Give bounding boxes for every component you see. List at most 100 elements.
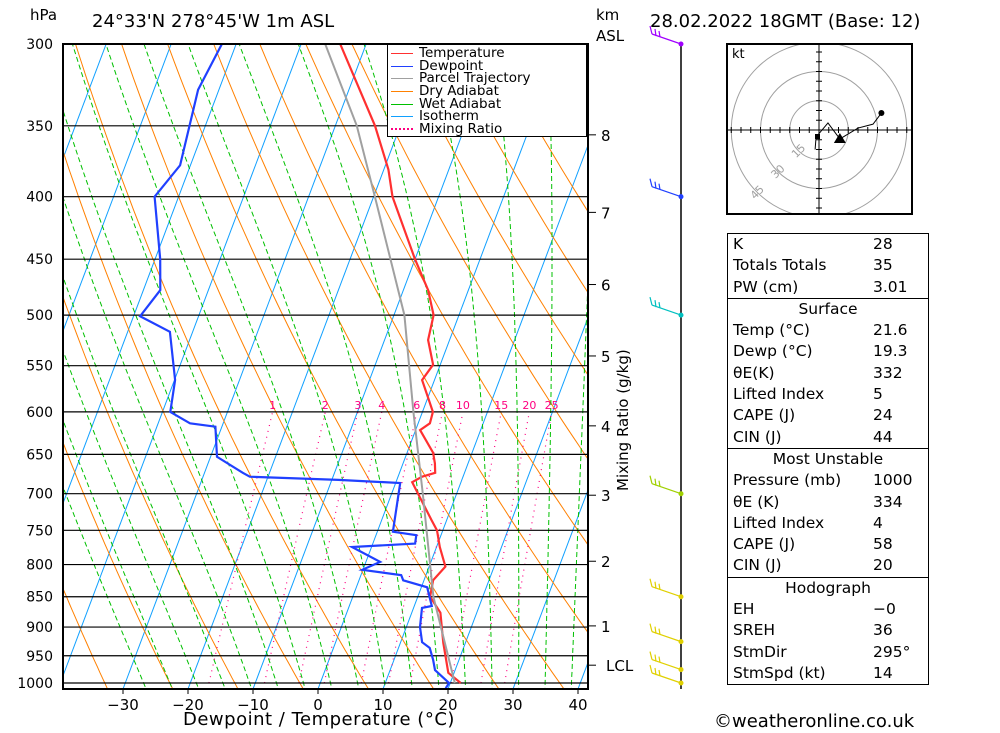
dry-adiabat-line <box>63 441 174 689</box>
km-tick-label: LCL <box>606 657 634 675</box>
legend-label: Wet Adiabat <box>419 95 502 112</box>
dry-adiabat-line <box>259 44 588 634</box>
mixing-ratio-label: 2 <box>322 399 329 412</box>
wet-adiabat-line <box>363 44 467 689</box>
mixing-ratio-label: 1 <box>269 399 276 412</box>
pressure-tick-label: 450 <box>26 252 53 268</box>
height-axis: 8 7 6 5 4 3 2 1 LCL <box>588 25 684 689</box>
km-tick-label: 1 <box>601 618 611 636</box>
indices-top-section: K 28 Totals Totals 35 PW (cm) 3.01 <box>728 234 928 298</box>
wet-adiabat-line <box>187 44 387 689</box>
x-tick-label: 30 <box>503 696 522 714</box>
mixing-ratio-line <box>504 411 553 684</box>
km-tick-label: 3 <box>601 487 611 505</box>
dry-adiabat-line <box>397 44 588 376</box>
dry-adiabat-line <box>63 295 239 689</box>
index-value: 295° <box>873 642 911 661</box>
wind-barb-icon <box>649 178 682 198</box>
wind-barb-icon <box>649 651 682 671</box>
mixing-ratio-label: 25 <box>545 399 559 412</box>
index-row: SREH 36 <box>728 620 928 641</box>
legend-swatch-icon <box>391 78 413 80</box>
index-row: Temp (°C) 21.6 <box>728 320 928 341</box>
pressure-tick-label: 700 <box>26 487 53 503</box>
wind-barb-icon <box>649 25 682 45</box>
pressure-tick-label: 750 <box>26 523 53 539</box>
asl-label: ASL <box>596 27 625 45</box>
datetime-title: 28.02.2022 18GMT (Base: 12) <box>650 11 921 32</box>
index-row: Totals Totals 35 <box>728 255 928 276</box>
km-tick-label: 2 <box>601 553 611 571</box>
mixing-ratio-axis-label: Mixing Ratio (g/kg) <box>614 349 632 491</box>
wet-adiabat-line <box>430 44 493 689</box>
x-tick-label: −30 <box>107 696 139 714</box>
wind-barb-icon <box>649 296 682 316</box>
km-tick-label: 5 <box>601 348 611 366</box>
index-row: StmSpd (kt) 14 <box>728 663 928 684</box>
km-tick-label: 4 <box>601 418 611 436</box>
index-value: 1000 <box>873 471 913 490</box>
index-value: 58 <box>873 535 893 554</box>
dry-adiabat-line <box>305 44 588 546</box>
mixing-ratio-label: 15 <box>494 399 508 412</box>
index-value: 44 <box>873 427 893 446</box>
wind-barb-icon <box>649 578 682 598</box>
km-tick-label: 7 <box>601 204 611 222</box>
legend-item: Temperature <box>388 46 586 60</box>
wind-barb-icon <box>649 623 682 643</box>
x-tick-label: 10 <box>373 696 392 714</box>
wet-adiabat-line <box>143 44 360 689</box>
legend-item: Mixing Ratio <box>388 123 586 136</box>
storm-motion-marker <box>833 132 846 143</box>
legend-label: Isotherm <box>419 108 479 125</box>
wet-adiabat-line <box>63 275 226 689</box>
pressure-tick-label: 600 <box>26 405 53 421</box>
index-value: 24 <box>873 406 893 425</box>
wet-adiabat-line <box>105 44 333 689</box>
hodograph-heading: Hodograph <box>785 578 871 597</box>
legend-item: Dry Adiabat <box>388 84 586 98</box>
isotherm-line <box>447 316 588 689</box>
index-row: PW (cm) 3.01 <box>728 277 928 298</box>
pressure-tick-label: 800 <box>26 558 53 574</box>
pressure-tick-label: 400 <box>26 190 53 206</box>
pressure-tick-label: 950 <box>26 649 53 665</box>
index-label: SREH <box>733 621 776 640</box>
index-label: CAPE (J) <box>733 535 796 554</box>
dry-adiabat-line <box>937 26 1000 709</box>
temperature-profile-line <box>339 44 462 684</box>
index-label: PW (cm) <box>733 277 799 296</box>
index-label: K <box>733 235 744 253</box>
index-label: θE (K) <box>733 492 780 511</box>
x-tick-label: −10 <box>237 696 269 714</box>
pressure-tick-label: 500 <box>26 308 53 324</box>
index-label: θE(K) <box>733 363 775 382</box>
profiles <box>138 44 462 689</box>
dry-adiabat-line <box>213 44 565 689</box>
x-tick-label: −20 <box>172 696 204 714</box>
wet-adiabat-line <box>63 108 279 689</box>
wet-adiabat-line <box>238 44 413 689</box>
index-label: CAPE (J) <box>733 406 796 425</box>
legend-item: Parcel Trajectory <box>388 72 586 85</box>
index-label: Temp (°C) <box>733 321 810 340</box>
mixing-ratio-label: 20 <box>522 399 536 412</box>
parcel-trajectory-profile-line <box>324 44 456 684</box>
index-value: 334 <box>873 492 903 511</box>
legend-swatch-icon <box>391 103 413 105</box>
index-value: 332 <box>873 363 903 382</box>
wind-barb-icon <box>649 475 682 495</box>
legend-item: Isotherm <box>388 110 586 123</box>
isotherm-line <box>382 143 588 689</box>
copyright-link[interactable]: ©weatheronline.co.uk <box>714 711 915 732</box>
wet-adiabat-line <box>544 44 553 689</box>
legend-label: Mixing Ratio <box>419 121 503 138</box>
pressure-levels: 1 2 3 4 6 8 10 15 20 25 <box>63 43 588 684</box>
isotherm-line <box>63 44 107 160</box>
index-value: 36 <box>873 621 893 640</box>
pressure-tick-label: 350 <box>26 119 53 135</box>
wet-adiabat-line <box>570 265 588 689</box>
index-value: 28 <box>873 235 893 253</box>
